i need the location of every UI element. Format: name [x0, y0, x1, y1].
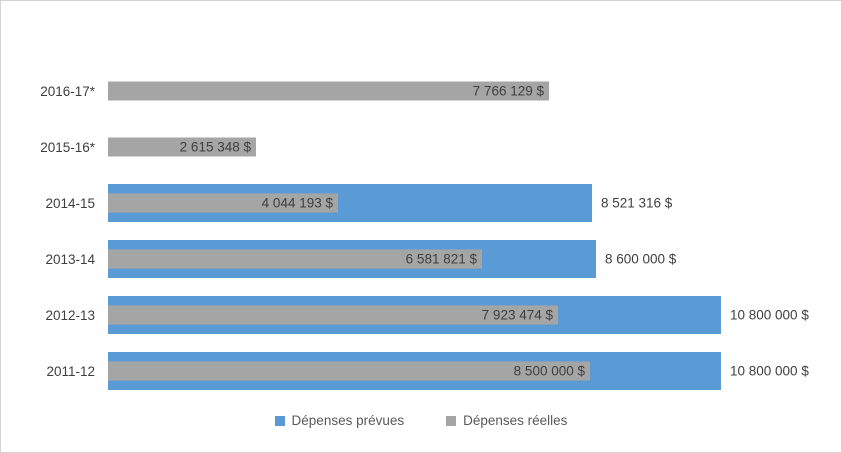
- bar-depenses-reelles: 4 044 193 $: [108, 193, 338, 213]
- chart-legend: Dépenses prévues Dépenses réelles: [1, 413, 841, 428]
- data-label-depenses-prevues: 10 800 000 $: [730, 307, 809, 323]
- category-label: 2014-15: [45, 195, 95, 211]
- data-label-depenses-prevues: 10 800 000 $: [730, 363, 809, 379]
- bar-area: 8 521 316 $ 4 044 193 $: [108, 175, 841, 231]
- chart-row: 2015-16* 2 615 348 $: [1, 119, 841, 175]
- bar-depenses-reelles: 6 581 821 $: [108, 249, 482, 269]
- legend-swatch-prevues-icon: [274, 415, 285, 426]
- category-label: 2012-13: [45, 307, 95, 323]
- data-label-depenses-reelles: 7 766 129 $: [472, 83, 544, 99]
- chart-row: 2011-12 10 800 000 $ 8 500 000 $: [1, 343, 841, 399]
- legend-swatch-reelles-icon: [446, 415, 457, 426]
- category-label: 2011-12: [46, 363, 95, 379]
- category-label: 2016-17*: [40, 83, 95, 99]
- legend-label-reelles: Dépenses réelles: [463, 413, 568, 428]
- legend-item-depenses-reelles: Dépenses réelles: [446, 413, 567, 428]
- bar-depenses-reelles: 7 923 474 $: [108, 305, 558, 325]
- bar-area: 2 615 348 $: [108, 119, 841, 175]
- bar-area: 10 800 000 $ 7 923 474 $: [108, 287, 841, 343]
- bar-depenses-reelles: 8 500 000 $: [108, 361, 590, 381]
- data-label-depenses-reelles: 2 615 348 $: [179, 139, 251, 155]
- category-label: 2013-14: [45, 251, 95, 267]
- bar-area: 7 766 129 $: [108, 63, 841, 119]
- chart-row: 2013-14 8 600 000 $ 6 581 821 $: [1, 231, 841, 287]
- bar-area: 10 800 000 $ 8 500 000 $: [108, 343, 841, 399]
- category-label: 2015-16*: [40, 139, 95, 155]
- data-label-depenses-reelles: 4 044 193 $: [261, 195, 333, 211]
- data-label-depenses-prevues: 8 521 316 $: [601, 195, 673, 211]
- chart-row: 2012-13 10 800 000 $ 7 923 474 $: [1, 287, 841, 343]
- legend-item-depenses-prevues: Dépenses prévues: [274, 413, 405, 428]
- plot-area: 2016-17* 7 766 129 $2015-16* 2 615 348 $20…: [1, 63, 841, 399]
- legend-label-prevues: Dépenses prévues: [291, 413, 405, 428]
- bar-depenses-reelles: 7 766 129 $: [108, 81, 549, 101]
- data-label-depenses-reelles: 6 581 821 $: [405, 251, 477, 267]
- bar-depenses-reelles: 2 615 348 $: [108, 137, 256, 157]
- data-label-depenses-reelles: 8 500 000 $: [513, 363, 585, 379]
- data-label-depenses-reelles: 7 923 474 $: [481, 307, 553, 323]
- chart-row: 2016-17* 7 766 129 $: [1, 63, 841, 119]
- data-label-depenses-prevues: 8 600 000 $: [605, 251, 677, 267]
- chart-row: 2014-15 8 521 316 $ 4 044 193 $: [1, 175, 841, 231]
- bar-area: 8 600 000 $ 6 581 821 $: [108, 231, 841, 287]
